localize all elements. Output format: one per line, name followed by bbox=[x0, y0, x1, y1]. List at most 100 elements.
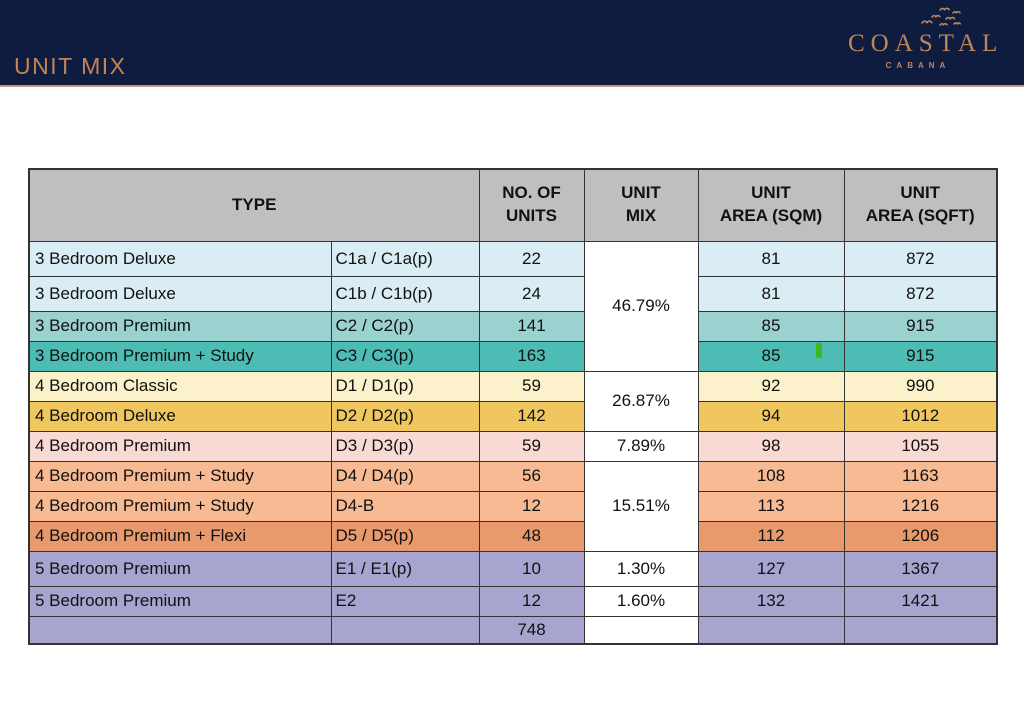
sqft-cell: 1055 bbox=[843, 430, 998, 462]
brand-subtitle: CABANA bbox=[885, 61, 951, 70]
mix-cell: 7.89% bbox=[583, 430, 699, 462]
sqft-cell: 872 bbox=[843, 275, 998, 312]
type-cell: 3 Bedroom Deluxe bbox=[28, 275, 332, 312]
unit-mix-table: TYPE NO. OF UNITS UNIT MIX UNIT AREA (SQ… bbox=[28, 168, 998, 645]
table-total-row: 748 bbox=[28, 615, 998, 645]
total-units-cell: 748 bbox=[478, 615, 585, 645]
table-row: 5 Bedroom Premium E2 12 1.60% 132 1421 bbox=[28, 585, 998, 617]
sqm-cell: 81 bbox=[697, 275, 845, 312]
col-header-mix: UNIT MIX bbox=[583, 168, 699, 242]
sqm-cell: 132 bbox=[697, 585, 845, 617]
sqm-cell: 85 bbox=[697, 310, 845, 342]
sqft-cell bbox=[843, 615, 998, 645]
sqm-cell: 81 bbox=[697, 240, 845, 277]
units-cell: 12 bbox=[478, 490, 585, 522]
table-row: 4 Bedroom Deluxe D2 / D2(p) 142 94 1012 bbox=[28, 400, 998, 432]
table-row: 3 Bedroom Premium + Study C3 / C3(p) 163… bbox=[28, 340, 998, 372]
brand-name: COASTAL bbox=[848, 30, 1004, 57]
code-cell: E2 bbox=[330, 585, 480, 617]
type-cell: 3 Bedroom Premium + Study bbox=[28, 340, 332, 372]
table-row: 3 Bedroom Premium C2 / C2(p) 141 85 915 bbox=[28, 310, 998, 342]
code-cell: C3 / C3(p) bbox=[330, 340, 480, 372]
type-cell bbox=[28, 615, 332, 645]
col-header-units: NO. OF UNITS bbox=[478, 168, 585, 242]
units-cell: 22 bbox=[478, 240, 585, 277]
col-header-sqft: UNIT AREA (SQFT) bbox=[843, 168, 998, 242]
type-cell: 5 Bedroom Premium bbox=[28, 550, 332, 587]
type-cell: 4 Bedroom Premium + Study bbox=[28, 490, 332, 522]
table-header-row: TYPE NO. OF UNITS UNIT MIX UNIT AREA (SQ… bbox=[28, 168, 998, 242]
code-cell: D3 / D3(p) bbox=[330, 430, 480, 462]
header-band: UNIT MIX COASTAL CABANA bbox=[0, 0, 1024, 87]
mix-cell: 1.60% bbox=[583, 585, 699, 617]
code-cell: C2 / C2(p) bbox=[330, 310, 480, 342]
page-title: UNIT MIX bbox=[14, 53, 127, 79]
table-row: 4 Bedroom Premium + Flexi D5 / D5(p) 48 … bbox=[28, 520, 998, 552]
sqm-cell: 85 bbox=[697, 340, 845, 372]
units-cell: 12 bbox=[478, 585, 585, 617]
sqm-cell: 92 bbox=[697, 370, 845, 402]
units-cell: 142 bbox=[478, 400, 585, 432]
type-cell: 5 Bedroom Premium bbox=[28, 585, 332, 617]
sqft-cell: 915 bbox=[843, 340, 998, 372]
units-cell: 59 bbox=[478, 430, 585, 462]
brand-logo: COASTAL CABANA bbox=[848, 6, 1004, 70]
table-row: 3 Bedroom Deluxe C1b / C1b(p) 24 81 872 bbox=[28, 275, 998, 312]
table-row: 4 Bedroom Premium D3 / D3(p) 59 7.89% 98… bbox=[28, 430, 998, 462]
type-cell: 4 Bedroom Classic bbox=[28, 370, 332, 402]
sqft-cell: 1206 bbox=[843, 520, 998, 552]
sqft-cell: 1216 bbox=[843, 490, 998, 522]
mix-cell: 1.30% bbox=[583, 550, 699, 587]
sqm-cell bbox=[697, 615, 845, 645]
units-cell: 56 bbox=[478, 460, 585, 492]
sqft-cell: 872 bbox=[843, 240, 998, 277]
sqft-cell: 1421 bbox=[843, 585, 998, 617]
mix-cell: 15.51% bbox=[583, 460, 699, 552]
sqm-cell: 94 bbox=[697, 400, 845, 432]
units-cell: 48 bbox=[478, 520, 585, 552]
sqft-cell: 915 bbox=[843, 310, 998, 342]
type-cell: 3 Bedroom Premium bbox=[28, 310, 332, 342]
type-cell: 4 Bedroom Deluxe bbox=[28, 400, 332, 432]
sqm-cell: 108 bbox=[697, 460, 845, 492]
col-header-type: TYPE bbox=[28, 168, 480, 242]
birds-icon bbox=[921, 7, 961, 26]
code-cell: D4 / D4(p) bbox=[330, 460, 480, 492]
col-header-sqm: UNIT AREA (SQM) bbox=[697, 168, 845, 242]
type-cell: 4 Bedroom Premium + Flexi bbox=[28, 520, 332, 552]
stray-green-mark bbox=[816, 343, 822, 358]
units-cell: 163 bbox=[478, 340, 585, 372]
sqm-cell: 98 bbox=[697, 430, 845, 462]
code-cell: E1 / E1(p) bbox=[330, 550, 480, 587]
code-cell: C1b / C1b(p) bbox=[330, 275, 480, 312]
sqft-cell: 1367 bbox=[843, 550, 998, 587]
sqm-cell: 127 bbox=[697, 550, 845, 587]
units-cell: 10 bbox=[478, 550, 585, 587]
table-row: 4 Bedroom Classic D1 / D1(p) 59 26.87% 9… bbox=[28, 370, 998, 432]
units-cell: 24 bbox=[478, 275, 585, 312]
type-cell: 4 Bedroom Premium bbox=[28, 430, 332, 462]
type-cell: 4 Bedroom Premium + Study bbox=[28, 460, 332, 492]
table-row: 5 Bedroom Premium E1 / E1(p) 10 1.30% 12… bbox=[28, 550, 998, 587]
sqft-cell: 1163 bbox=[843, 460, 998, 492]
mix-cell: 46.79% bbox=[583, 240, 699, 372]
mix-cell: 26.87% bbox=[583, 370, 699, 432]
units-cell: 141 bbox=[478, 310, 585, 342]
sqft-cell: 1012 bbox=[843, 400, 998, 432]
code-cell: C1a / C1a(p) bbox=[330, 240, 480, 277]
sqm-cell: 112 bbox=[697, 520, 845, 552]
units-cell: 59 bbox=[478, 370, 585, 402]
sqft-cell: 990 bbox=[843, 370, 998, 402]
code-cell: D1 / D1(p) bbox=[330, 370, 480, 402]
code-cell: D2 / D2(p) bbox=[330, 400, 480, 432]
code-cell bbox=[330, 615, 480, 645]
mix-cell bbox=[583, 615, 699, 645]
code-cell: D5 / D5(p) bbox=[330, 520, 480, 552]
table-row: 4 Bedroom Premium + Study D4 / D4(p) 56 … bbox=[28, 460, 998, 552]
sqm-cell: 113 bbox=[697, 490, 845, 522]
code-cell: D4-B bbox=[330, 490, 480, 522]
table-row: 3 Bedroom Deluxe C1a / C1a(p) 22 46.79% … bbox=[28, 240, 998, 372]
table-row: 4 Bedroom Premium + Study D4-B 12 113 12… bbox=[28, 490, 998, 522]
type-cell: 3 Bedroom Deluxe bbox=[28, 240, 332, 277]
